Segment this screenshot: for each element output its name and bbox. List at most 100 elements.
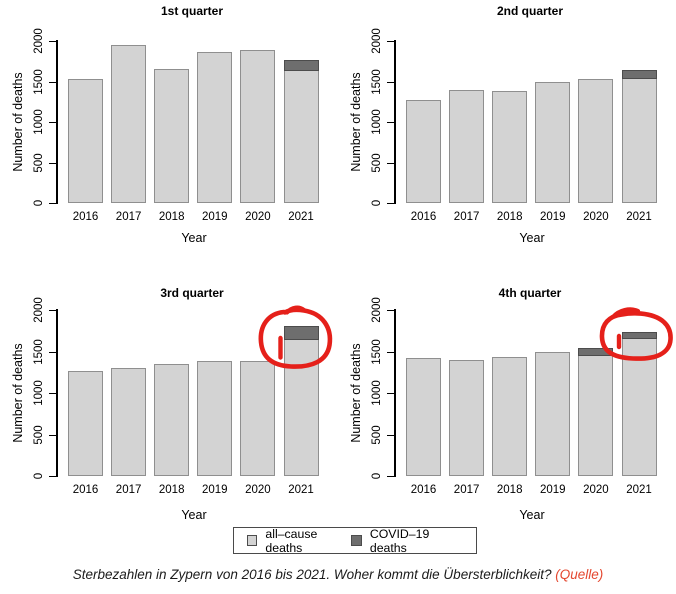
y-tick-label-500: 500 [33,424,45,445]
bar-2018 [492,91,528,203]
y-tick-mark [49,351,56,353]
y-tick-label-2000: 2000 [371,28,383,54]
chart-title: 3rd quarter [160,286,224,300]
y-tick-label-2000: 2000 [33,297,45,323]
x-tick-label-2016: 2016 [410,211,437,223]
x-tick-label-2019: 2019 [202,484,228,496]
y-axis-title: Number of deaths [349,343,363,443]
x-tick-label-2018: 2018 [158,484,185,496]
y-tick-label-1500: 1500 [371,68,383,95]
y-tick-label-500: 500 [371,152,383,173]
bar-2017 [111,368,147,476]
covid-segment-2021 [283,325,319,340]
y-tick-mark [387,310,394,312]
x-tick-label-2020: 2020 [583,211,609,223]
y-tick-mark [49,393,56,395]
bar-2021 [283,59,319,203]
chart-title: 2nd quarter [496,4,563,18]
legend-label-covid: COVID–19 deaths [369,526,430,555]
bar-2018 [492,357,528,476]
x-tick-label-2019: 2019 [540,211,566,223]
y-tick-label-500: 500 [33,152,45,173]
y-tick-label-1000: 1000 [371,109,383,135]
y-tick-label-1000: 1000 [371,380,383,406]
y-axis-title: Number of deaths [11,343,25,443]
y-axis-line [56,40,58,204]
legend-item-covid: COVID–19 deaths [351,527,463,555]
y-tick-mark [387,41,394,43]
bar-2016 [68,371,103,476]
covid-segment-2021 [621,332,657,340]
x-tick-label-2020: 2020 [583,484,609,496]
x-tick-label-2019: 2019 [540,484,566,496]
y-tick-mark [387,81,394,83]
chart-4th-quarter: 4th quarter Number of deaths 0 500 1000 1500 2… [338,260,676,530]
y-tick-mark [387,351,394,353]
y-tick-mark [49,162,56,164]
legend-item-all-cause: all–cause deaths [247,527,351,555]
bar-2016 [406,100,441,203]
y-tick-mark [49,41,56,43]
y-tick-mark [387,203,394,205]
figure-caption: Sterbezahlen in Zypern von 2016 bis 2021… [0,567,676,582]
y-tick-label-0: 0 [33,472,45,480]
y-tick-mark [387,122,394,124]
y-tick-mark [387,434,394,436]
y-tick-label-2000: 2000 [33,28,45,54]
bar-2020 [240,361,276,476]
x-tick-label-2020: 2020 [245,211,271,223]
y-tick-label-2000: 2000 [371,297,383,323]
x-tick-label-2017: 2017 [115,484,142,496]
covid-swatch-icon [351,535,362,546]
x-tick-label-2018: 2018 [158,211,185,223]
x-tick-label-2016: 2016 [72,484,99,496]
bar-2019 [197,52,233,203]
legend-box: all–cause deaths COVID–19 deaths [233,527,477,555]
bar-2021 [621,70,657,203]
bar-2021 [283,325,319,476]
y-tick-label-0: 0 [371,199,383,207]
y-axis-title: Number of deaths [11,72,25,172]
bar-2016 [68,79,103,203]
y-tick-mark [387,476,394,478]
y-tick-label-1500: 1500 [33,338,45,365]
chart-title: 4th quarter [498,286,562,300]
y-tick-mark [387,393,394,395]
covid-segment-2021 [621,70,657,80]
covid-segment-2021 [283,59,319,71]
caption-source-link[interactable]: (Quelle) [555,567,604,582]
bar-2020 [240,49,276,203]
x-tick-label-2016: 2016 [72,211,99,223]
bar-2017 [449,359,485,476]
x-tick-label-2017: 2017 [453,211,480,223]
x-tick-label-2021: 2021 [626,484,652,496]
y-tick-mark [49,81,56,83]
caption-text: Sterbezahlen in Zypern von 2016 bis 2021… [72,567,556,582]
y-tick-label-500: 500 [371,424,383,445]
bar-2017 [449,90,485,203]
y-tick-mark [49,122,56,124]
x-axis-title: Year [519,508,545,522]
x-tick-label-2021: 2021 [626,211,652,223]
x-axis-title: Year [181,231,207,245]
all-cause-swatch-icon [247,535,258,546]
covid-segment-2020 [578,348,614,356]
x-tick-label-2018: 2018 [496,211,523,223]
x-tick-label-2016: 2016 [410,484,437,496]
bar-2017 [111,45,147,203]
bar-2020 [578,348,614,476]
y-axis-line [394,309,396,477]
chart-1st-quarter: 1st quarter Number of deaths 0 500 1000 1500 2… [0,0,338,260]
legend-label-all-cause: all–cause deaths [265,526,318,555]
y-axis-line [56,309,58,477]
bar-2019 [535,81,571,203]
y-tick-label-1000: 1000 [33,380,45,406]
y-tick-label-0: 0 [371,472,383,480]
y-axis-title: Number of deaths [349,72,363,172]
x-axis-title: Year [519,231,545,245]
chart-2nd-quarter: 2nd quarter Number of deaths 0 500 1000 1500 2… [338,0,676,260]
y-tick-label-0: 0 [33,199,45,207]
y-tick-mark [387,162,394,164]
y-tick-mark [49,476,56,478]
